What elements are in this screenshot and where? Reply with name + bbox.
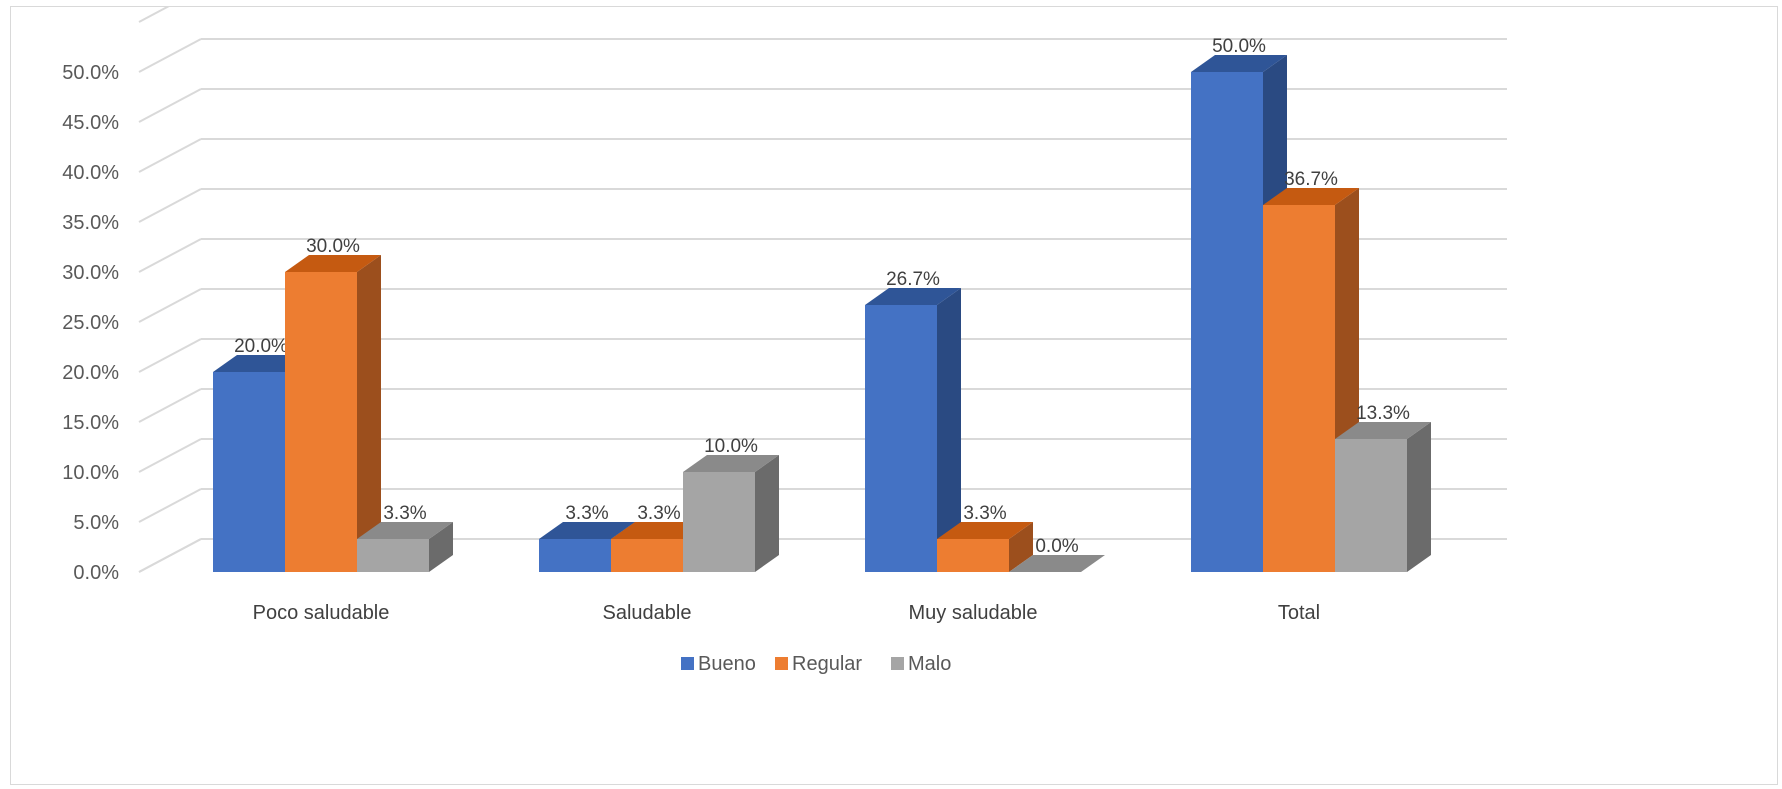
gridline-diagonal	[138, 538, 202, 573]
data-label: 3.3%	[565, 503, 608, 524]
y-tick-label: 40.0%	[62, 162, 119, 184]
x-tick-label: Poco saludable	[253, 602, 390, 624]
bar-bueno-total	[1191, 72, 1263, 572]
bar-bueno-muy-saludable-top	[865, 288, 961, 305]
y-tick-label: 25.0%	[62, 312, 119, 334]
bar-malo-total-side	[1407, 422, 1431, 572]
legend-item-bueno: Bueno	[681, 653, 756, 675]
bar-malo-saludable-top	[683, 455, 779, 472]
legend-label: Malo	[908, 653, 951, 675]
bar-malo-saludable	[683, 472, 755, 572]
bar-regular-muy-saludable	[937, 539, 1009, 572]
x-tick-label: Saludable	[603, 602, 692, 624]
legend-label: Bueno	[698, 653, 756, 675]
legend-item-regular: Regular	[775, 653, 862, 675]
legend-label: Regular	[792, 653, 862, 675]
bar-bueno-poco-saludable	[213, 372, 285, 572]
bar-bueno-muy-saludable-side	[937, 288, 961, 572]
bar-regular-total	[1263, 205, 1335, 572]
bar-malo-total	[1335, 439, 1407, 572]
bar-regular-poco-saludable-side	[357, 255, 381, 572]
gridline-diagonal	[138, 488, 202, 523]
bar-malo-poco-saludable-side	[429, 522, 453, 572]
data-label: 30.0%	[306, 236, 360, 257]
gridline-diagonal	[138, 288, 202, 323]
bar-malo-poco-saludable-top	[357, 522, 453, 539]
bar-regular-muy-saludable-side	[1009, 522, 1033, 572]
data-label: 0.0%	[1035, 536, 1078, 557]
bar-regular-total-top	[1263, 188, 1359, 205]
bar-malo-muy-saludable-top	[1009, 555, 1105, 572]
gridline-diagonal	[138, 188, 202, 223]
gridline-diagonal	[138, 0, 183, 23]
y-tick-label: 45.0%	[62, 112, 119, 134]
legend-swatch	[891, 657, 904, 670]
legend-swatch	[775, 657, 788, 670]
y-tick-label: 30.0%	[62, 262, 119, 284]
y-tick-label: 5.0%	[73, 512, 119, 534]
bar-malo-poco-saludable	[357, 539, 429, 572]
data-label: 10.0%	[704, 436, 758, 457]
y-tick-label: 0.0%	[73, 562, 119, 584]
y-tick-label: 50.0%	[62, 62, 119, 84]
legend-swatch	[681, 657, 694, 670]
data-label: 3.3%	[383, 503, 426, 524]
bar-bueno-saludable-top	[539, 522, 635, 539]
gridline-diagonal	[138, 138, 202, 173]
gridline-diagonal	[138, 338, 202, 373]
data-label: 3.3%	[963, 503, 1006, 524]
gridline-diagonal	[138, 38, 202, 73]
x-tick-label: Muy saludable	[909, 602, 1038, 624]
data-label: 13.3%	[1356, 403, 1410, 424]
bar-bueno-muy-saludable	[865, 305, 937, 572]
x-tick-label: Total	[1278, 602, 1320, 624]
y-tick-label: 20.0%	[62, 362, 119, 384]
bar-chart-3d: 0.0% 5.0% 10.0% 15.0% 20.0% 25.0% 30.0% 35.0% 40…	[62, 0, 1507, 675]
bar-regular-muy-saludable-top	[937, 522, 1033, 539]
bar-bueno-saludable	[539, 539, 611, 572]
data-label: 50.0%	[1212, 36, 1266, 57]
gridline-diagonal	[138, 388, 202, 423]
bar-malo-saludable-side	[755, 455, 779, 572]
legend-item-malo: Malo	[891, 653, 951, 675]
y-tick-label: 15.0%	[62, 412, 119, 434]
data-label: 3.3%	[637, 503, 680, 524]
gridline-diagonal	[138, 88, 202, 123]
y-tick-label: 35.0%	[62, 212, 119, 234]
chart-plot: 0.0% 5.0% 10.0% 15.0% 20.0% 25.0% 30.0% 35.0% 40…	[62, 0, 1507, 624]
data-label: 36.7%	[1284, 169, 1338, 190]
bar-regular-poco-saludable	[285, 272, 357, 572]
y-tick-label: 10.0%	[62, 462, 119, 484]
bar-regular-poco-saludable-top	[285, 255, 381, 272]
legend: Bueno Regular Malo	[681, 653, 951, 675]
data-label: 20.0%	[234, 336, 288, 357]
bar-bueno-total-top	[1191, 55, 1287, 72]
bar-regular-saludable	[611, 539, 683, 572]
data-label: 26.7%	[886, 269, 940, 290]
gridline-diagonal	[138, 438, 202, 473]
bar-malo-total-top	[1335, 422, 1431, 439]
gridline-diagonal	[138, 238, 202, 273]
chart-frame: 0.0% 5.0% 10.0% 15.0% 20.0% 25.0% 30.0% 35.0% 40…	[10, 0, 1778, 785]
